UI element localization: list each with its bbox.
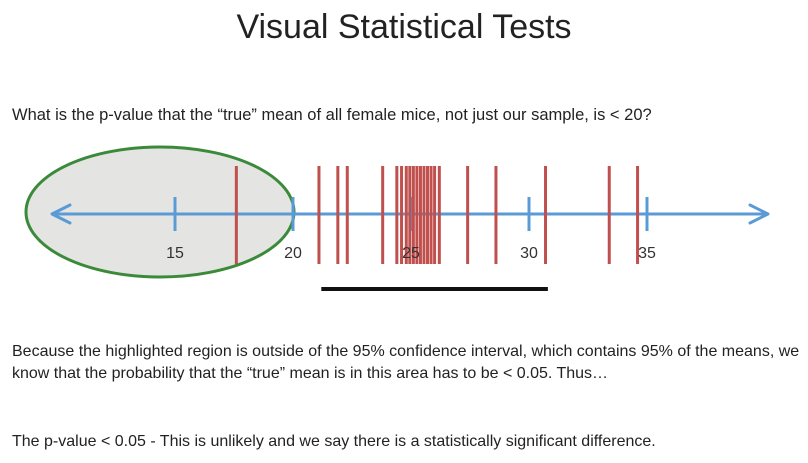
tick-label: 35 [638,245,656,262]
question-text: What is the p-value that the “true” mean… [12,106,652,124]
axis-arrow-right [748,203,770,225]
axis-arrow-left [50,203,72,225]
page-title: Visual Statistical Tests [236,8,572,46]
tick-label: 25 [402,245,420,262]
number-line-diagram: 15 20 25 30 35 [24,145,770,291]
tick-label: 30 [520,245,538,262]
tick-label: 20 [284,245,302,262]
explanation-text: Because the highlighted region is outsid… [12,343,800,382]
highlight-region [24,145,296,279]
tick-label: 15 [166,245,184,262]
conclusion-text: The p-value < 0.05 - This is unlikely an… [12,433,656,450]
